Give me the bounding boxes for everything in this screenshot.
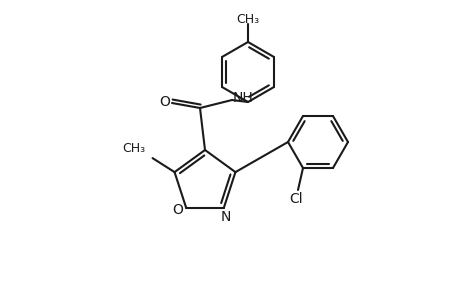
Text: CH₃: CH₃ xyxy=(236,13,259,26)
Text: CH₃: CH₃ xyxy=(122,142,145,155)
Text: N: N xyxy=(220,210,230,224)
Text: Cl: Cl xyxy=(289,192,302,206)
Text: NH: NH xyxy=(232,91,253,105)
Text: O: O xyxy=(171,203,182,217)
Text: O: O xyxy=(159,95,170,109)
